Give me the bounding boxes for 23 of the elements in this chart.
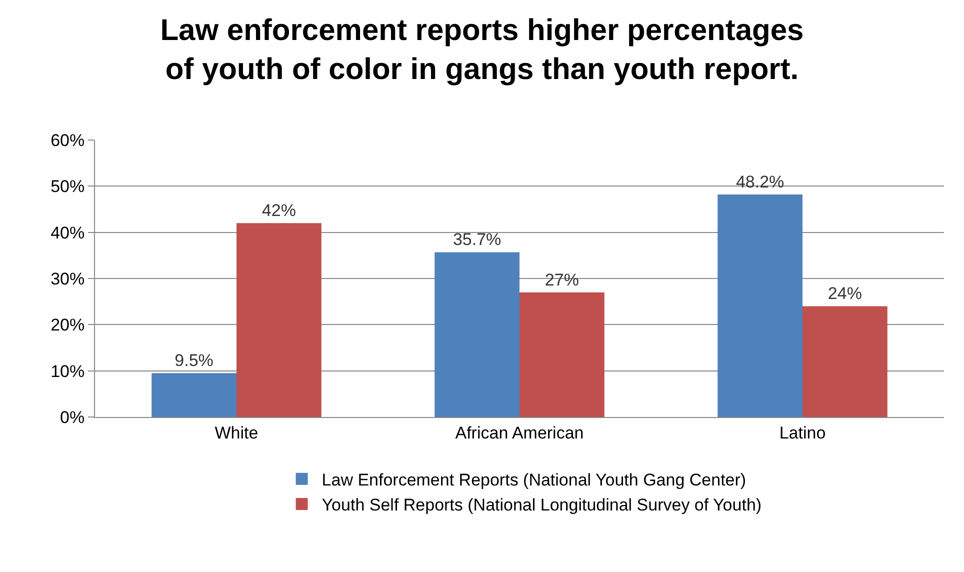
bar — [152, 373, 236, 417]
x-tick-label: White — [214, 423, 258, 442]
legend-label: Youth Self Reports (National Longitudinal Survey of Youth) — [322, 496, 762, 515]
y-tick-label: 50% — [50, 177, 85, 196]
data-label: 9.5% — [174, 351, 214, 370]
bar — [802, 306, 888, 417]
bar — [434, 252, 520, 417]
y-tick-label: 20% — [50, 316, 85, 335]
bar — [236, 223, 322, 417]
legend-label: Law Enforcement Reports (National Youth Gang Center) — [322, 470, 746, 490]
y-tick-label: 40% — [50, 223, 85, 242]
bar — [718, 194, 802, 417]
data-label: 24% — [828, 284, 862, 304]
y-tick-label: 0% — [60, 408, 85, 427]
data-label: 42% — [262, 201, 296, 220]
x-tick-label: Latino — [779, 423, 826, 442]
data-label: 35.7% — [452, 230, 502, 250]
y-tick-label: 60% — [50, 130, 85, 150]
chart-title: Law enforcement reports higher percentages of youth of color in gangs than youth report. — [160, 14, 804, 86]
y-tick-label: 30% — [50, 269, 85, 288]
bar — [520, 292, 604, 417]
y-tick-label: 10% — [50, 362, 85, 381]
x-tick-label: African American — [455, 423, 584, 442]
